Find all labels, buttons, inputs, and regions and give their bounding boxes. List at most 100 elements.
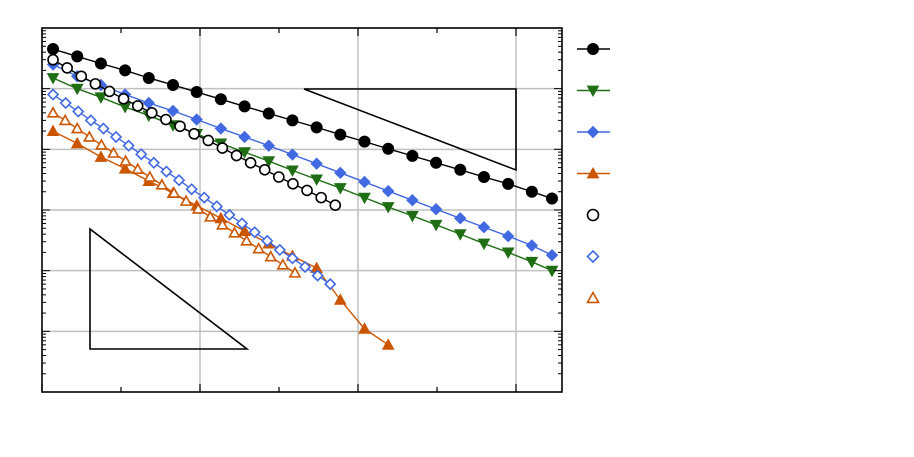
series-1 (47, 43, 558, 205)
data-point (286, 148, 299, 161)
data-point (84, 114, 97, 127)
data-point (477, 221, 491, 234)
data-point (258, 163, 271, 176)
data-point (501, 247, 515, 259)
data-point (429, 219, 443, 232)
slope-triangles (89, 88, 517, 350)
data-point (454, 163, 467, 176)
data-point (240, 234, 253, 246)
data-point (179, 194, 193, 206)
data-point (82, 130, 96, 142)
data-point (143, 170, 157, 182)
data-point (310, 174, 323, 186)
data-point (190, 86, 203, 99)
data-point (214, 122, 228, 135)
data-point (70, 136, 84, 149)
data-point (119, 64, 132, 77)
data-point (262, 139, 275, 152)
series-4 (46, 124, 395, 350)
slope-triangle-upper (303, 88, 517, 172)
data-point (381, 202, 395, 214)
data-point (286, 252, 299, 265)
data-point (525, 256, 539, 269)
data-point (382, 142, 395, 155)
data-point (216, 218, 229, 230)
data-point (155, 178, 169, 190)
data-point (406, 194, 419, 207)
data-point (429, 203, 443, 216)
series-7 (46, 106, 302, 278)
data-point (358, 192, 371, 205)
data-point (135, 148, 148, 161)
data-point (324, 277, 337, 291)
data-point (381, 184, 395, 198)
data-point (46, 106, 60, 118)
data-point (453, 229, 467, 241)
plot-frame (41, 27, 563, 393)
data-point (46, 124, 60, 136)
series-layer (46, 43, 559, 350)
data-point (160, 113, 172, 126)
data-point (46, 73, 60, 85)
slope-triangle-lower (89, 227, 250, 350)
data-point (117, 93, 130, 105)
data-point (358, 175, 371, 189)
data-point (103, 85, 116, 98)
legend-marker (586, 166, 600, 179)
data-point (107, 146, 120, 158)
data-point (94, 92, 108, 104)
data-point (228, 226, 241, 238)
data-point (454, 212, 467, 225)
data-point (109, 130, 123, 144)
data-point (264, 250, 278, 262)
legend-marker (586, 125, 600, 139)
data-point (119, 154, 132, 166)
data-point (70, 121, 84, 134)
data-point (315, 191, 327, 204)
data-point (430, 156, 443, 169)
data-point (286, 165, 299, 177)
data-point (298, 260, 312, 274)
data-point (94, 57, 107, 70)
data-point (61, 62, 73, 74)
data-point (525, 239, 539, 252)
legend-item-1 (577, 43, 610, 55)
series-line (52, 63, 553, 256)
data-point (334, 166, 347, 180)
data-point (238, 130, 251, 144)
data-point (72, 105, 85, 118)
data-point (203, 210, 217, 222)
data-point (545, 265, 559, 278)
data-point (406, 149, 419, 162)
data-point (381, 338, 395, 350)
data-point (131, 100, 144, 112)
data-point (97, 122, 110, 135)
data-point (172, 174, 186, 187)
data-point (147, 156, 160, 169)
data-point (288, 266, 302, 278)
data-point (310, 121, 323, 134)
data-point (191, 202, 205, 214)
legend-marker (586, 290, 600, 304)
data-point (333, 183, 347, 195)
legend (577, 43, 610, 304)
data-point (166, 78, 179, 91)
data-point (502, 177, 515, 190)
data-point (131, 162, 145, 175)
data-point (70, 83, 84, 96)
data-point (238, 224, 251, 236)
data-point (501, 229, 515, 243)
data-point (248, 226, 261, 239)
data-point (167, 186, 181, 198)
data-point (273, 171, 285, 183)
data-point (58, 113, 72, 126)
data-point (230, 149, 243, 162)
data-point (94, 150, 108, 162)
data-point (244, 156, 257, 169)
data-point (276, 258, 290, 270)
data-point (142, 96, 156, 110)
data-point (334, 128, 347, 141)
legend-item-3 (577, 125, 610, 139)
data-point (146, 107, 158, 119)
